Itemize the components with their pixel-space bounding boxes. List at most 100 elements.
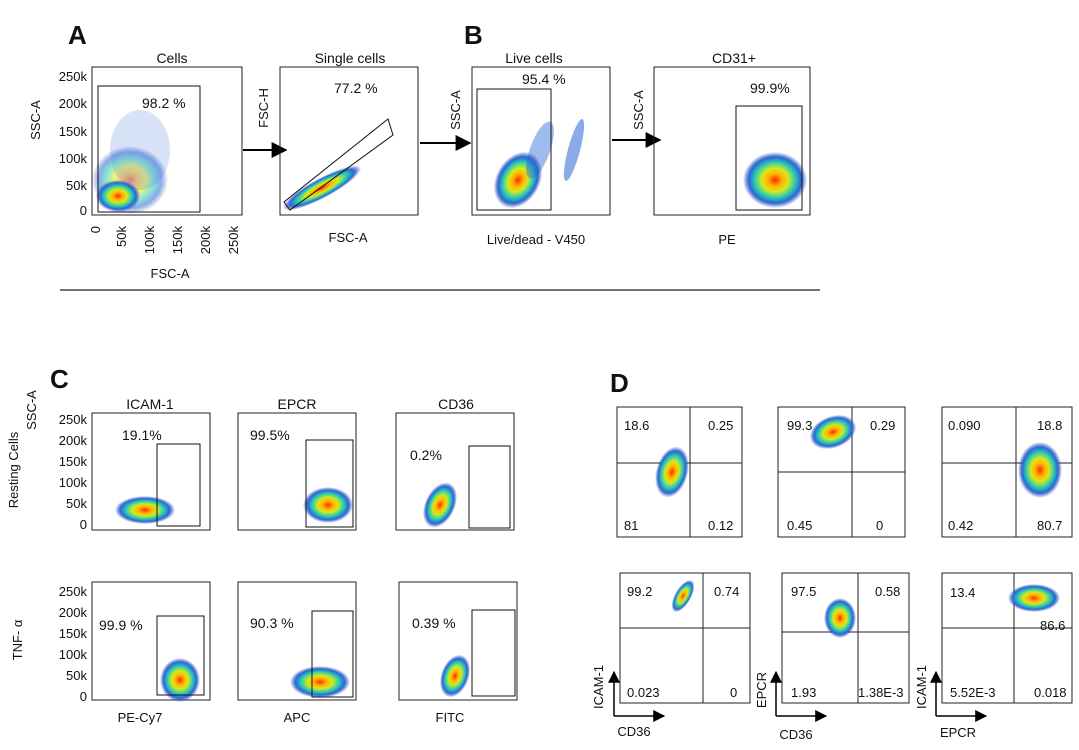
density-cloud bbox=[563, 119, 585, 181]
gate-value: 19.1% bbox=[122, 427, 162, 443]
gate-value: 99.5% bbox=[250, 427, 290, 443]
x-axis-label: PE bbox=[718, 232, 736, 247]
y-tick-labels: 250k 200k 150k 100k 50k 0 bbox=[59, 412, 88, 532]
y-tick: 250k bbox=[59, 69, 88, 84]
y-tick-labels: 250k 200k 150k 100k 50k 0 bbox=[59, 69, 88, 218]
plot-title: EPCR bbox=[278, 396, 317, 412]
plot-title: Cells bbox=[156, 50, 187, 66]
density-cloud bbox=[439, 654, 471, 698]
quadrant-bl: 1.93 bbox=[791, 685, 816, 700]
y-tick: 100k bbox=[59, 475, 88, 490]
y-tick: 150k bbox=[59, 454, 88, 469]
plot-epcr-tnf: 90.3 % APC bbox=[237, 581, 357, 725]
y-tick-labels: 250k 200k 150k 100k 50k 0 bbox=[59, 584, 88, 704]
gate-value: 98.2 % bbox=[142, 95, 186, 111]
y-tick: 250k bbox=[59, 412, 88, 427]
plot-cells: Cells 98.2 % 250k 200k 150k 100k 50k 0 0… bbox=[28, 50, 243, 281]
quadrant-tl: 0.090 bbox=[948, 418, 981, 433]
quadrant-br: 0.12 bbox=[708, 518, 733, 533]
plot-frame bbox=[91, 412, 211, 531]
y-tick: 50k bbox=[66, 178, 87, 193]
gate-box bbox=[305, 439, 354, 528]
gate-box bbox=[156, 615, 205, 696]
quadrant-br: 80.7 bbox=[1037, 518, 1062, 533]
plot-frame bbox=[471, 66, 611, 216]
gate-polygon bbox=[283, 118, 394, 211]
y-axis-label: SSC-A bbox=[28, 100, 43, 140]
plot-live-cells: Live cells 95.4 % Live/dead - V450 SSC-A bbox=[448, 50, 611, 247]
density-cloud bbox=[1008, 584, 1060, 612]
y-tick: 0 bbox=[80, 203, 87, 218]
plot-frame bbox=[398, 581, 518, 701]
y-tick: 200k bbox=[59, 96, 88, 111]
x-tick: 0 bbox=[88, 226, 103, 233]
x-axis-label: FSC-A bbox=[329, 230, 368, 245]
quadrant-tr: 86.6 bbox=[1040, 618, 1065, 633]
quadrant-br: 0 bbox=[730, 685, 737, 700]
gate-box bbox=[468, 445, 511, 529]
density-cloud bbox=[824, 598, 856, 638]
y-axis-label: EPCR bbox=[754, 672, 769, 708]
quadrant-tr: 0.74 bbox=[714, 584, 739, 599]
x-axis-label: CD36 bbox=[617, 724, 650, 739]
density-cloud bbox=[655, 446, 689, 498]
quadrant-tl: 99.2 bbox=[627, 584, 652, 599]
y-tick: 50k bbox=[66, 496, 87, 511]
panel-label-d: D bbox=[610, 368, 629, 398]
plot-title: CD36 bbox=[438, 396, 474, 412]
gate-value: 0.2% bbox=[410, 447, 442, 463]
row-label-resting: Resting Cells bbox=[6, 431, 21, 508]
density-cloud bbox=[160, 658, 200, 702]
quadrant-plot-d3: 0.090 18.8 0.42 80.7 bbox=[941, 406, 1073, 538]
y-tick: 150k bbox=[59, 124, 88, 139]
plot-frame bbox=[941, 406, 1073, 538]
quadrant-tl: 99.3 bbox=[787, 418, 812, 433]
plot-frame bbox=[941, 572, 1073, 704]
density-cloud bbox=[671, 579, 695, 613]
quadrant-plot-d1: 18.6 0.25 81 0.12 bbox=[616, 406, 743, 538]
plot-title: Single cells bbox=[315, 50, 386, 66]
gate-value: 99.9 % bbox=[99, 617, 143, 633]
x-tick-labels: 0 50k 100k 150k 200k 250k bbox=[88, 226, 241, 255]
gate-box bbox=[97, 85, 201, 213]
y-tick: 100k bbox=[59, 647, 88, 662]
x-tick: 150k bbox=[170, 226, 185, 255]
x-axis-label: EPCR bbox=[940, 725, 976, 740]
quadrant-tr: 18.8 bbox=[1037, 418, 1062, 433]
quadrant-tl: 97.5 bbox=[791, 584, 816, 599]
y-tick: 50k bbox=[66, 668, 87, 683]
plot-epcr-resting: EPCR 99.5% bbox=[237, 396, 357, 531]
panel-label-a: A bbox=[68, 20, 87, 50]
density-cloud bbox=[282, 165, 362, 211]
plot-frame bbox=[279, 66, 419, 216]
y-axis-label: ICAM-1 bbox=[591, 665, 606, 709]
density-cloud bbox=[1018, 442, 1062, 498]
plot-cd36-resting: CD36 0.2% bbox=[395, 396, 515, 531]
x-tick: 250k bbox=[226, 226, 241, 255]
quadrant-bl: 81 bbox=[624, 518, 638, 533]
quadrant-tl: 18.6 bbox=[624, 418, 649, 433]
plot-icam1-resting: ICAM-1 19.1% 250k 200k 150k 100k 50k 0 bbox=[59, 396, 211, 532]
density-cloud bbox=[303, 487, 353, 523]
gate-box bbox=[476, 88, 552, 211]
gate-box bbox=[471, 609, 516, 697]
y-tick: 200k bbox=[59, 605, 88, 620]
quadrant-plot-d4: 99.2 0.74 0.023 0 CD36 ICAM-1 bbox=[591, 572, 751, 739]
density-cloud bbox=[493, 151, 543, 209]
quadrant-plot-d5: 97.5 0.58 1.93 1.38E-3 CD36 EPCR bbox=[754, 572, 910, 742]
gate-box bbox=[156, 443, 201, 527]
y-tick: 0 bbox=[80, 517, 87, 532]
quadrant-tr: 0.58 bbox=[875, 584, 900, 599]
quadrant-bl: 0.42 bbox=[948, 518, 973, 533]
density-cloud bbox=[423, 482, 457, 528]
plot-frame bbox=[395, 412, 515, 531]
panel-label-c: C bbox=[50, 364, 69, 394]
density-cloud bbox=[290, 666, 350, 698]
quadrant-bl: 0.45 bbox=[787, 518, 812, 533]
x-tick: 200k bbox=[198, 226, 213, 255]
y-axis-label: SSC-A bbox=[448, 90, 463, 130]
x-tick: 50k bbox=[114, 226, 129, 247]
x-tick: 100k bbox=[142, 226, 157, 255]
y-axis-label: FSC-H bbox=[256, 88, 271, 128]
quadrant-plot-d2: 99.3 0.29 0.45 0 bbox=[777, 406, 906, 538]
